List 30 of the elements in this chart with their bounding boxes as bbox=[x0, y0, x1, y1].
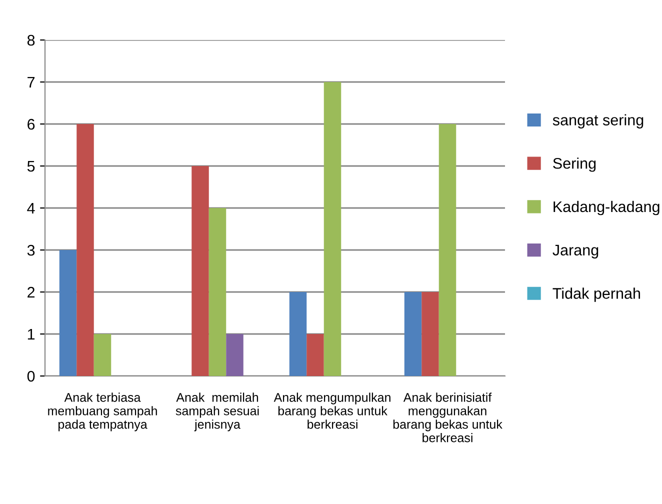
legend-label: sangat sering bbox=[552, 114, 644, 128]
legend-label: Kadang-kadang bbox=[554, 200, 660, 216]
y-tick-label: 2 bbox=[28, 286, 35, 298]
bar bbox=[438, 124, 456, 376]
x-tick-label: Anak berinisiatif menggunakan barang bekas untuk berkreasi bbox=[393, 392, 502, 442]
bar bbox=[208, 208, 226, 376]
bar bbox=[324, 82, 342, 376]
bar bbox=[422, 292, 439, 376]
legend-label: Tidak pernah bbox=[552, 288, 640, 302]
legend-label: Jarang bbox=[552, 244, 598, 259]
y-tick-label: 4 bbox=[27, 203, 35, 214]
y-tick-label: 6 bbox=[28, 118, 35, 130]
bar bbox=[94, 334, 112, 376]
y-tick-label: 3 bbox=[27, 244, 35, 256]
legend-label: Sering bbox=[553, 158, 596, 172]
bar bbox=[76, 124, 94, 376]
x-tick-label: Anak mengumpulkan barang bekas untuk berkreasi bbox=[274, 392, 390, 429]
bar bbox=[192, 166, 209, 376]
bar bbox=[289, 292, 307, 376]
y-tick-label: 0 bbox=[27, 370, 35, 382]
bar bbox=[306, 334, 324, 376]
y-tick-label: 5 bbox=[27, 161, 35, 172]
bar bbox=[404, 292, 422, 376]
y-tick-label: 8 bbox=[27, 34, 35, 46]
bar bbox=[226, 334, 244, 376]
y-tick-label: 7 bbox=[28, 77, 35, 88]
x-tick-label: Anak terbiasa membuang sampah pada tempatnya bbox=[48, 392, 157, 432]
bar bbox=[59, 250, 77, 376]
x-tick-label: Anak memilah sampah sesuai jenisnya bbox=[176, 392, 259, 432]
y-tick-label: 1 bbox=[28, 329, 35, 340]
